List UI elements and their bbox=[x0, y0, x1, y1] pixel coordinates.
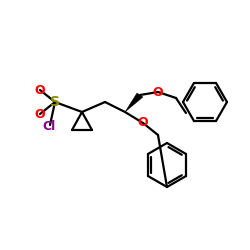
Text: O: O bbox=[153, 86, 163, 98]
Text: S: S bbox=[50, 95, 60, 109]
Polygon shape bbox=[125, 93, 143, 112]
Text: O: O bbox=[35, 84, 45, 96]
Text: Cl: Cl bbox=[42, 120, 56, 134]
Text: O: O bbox=[138, 116, 148, 130]
Text: O: O bbox=[35, 108, 45, 120]
